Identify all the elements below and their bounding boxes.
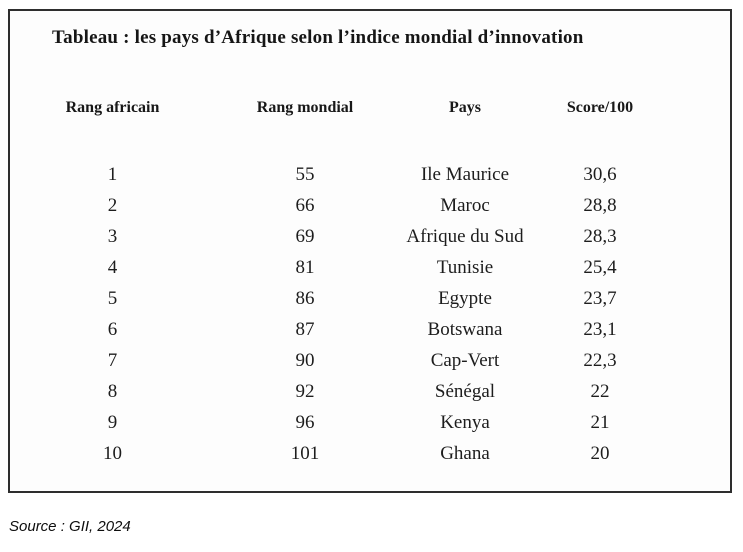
cell-rang-africain: 2 bbox=[107, 195, 118, 216]
cell-rang-mondial: 92 bbox=[295, 381, 315, 402]
cell-score: 23,7 bbox=[583, 288, 617, 309]
cell-score: 22 bbox=[590, 381, 610, 402]
cell-rang-mondial: 90 bbox=[295, 350, 315, 371]
column-header-rang-mondial: Rang mondial bbox=[256, 99, 354, 116]
cell-rang-africain: 4 bbox=[107, 257, 118, 278]
table-header-row: Rang africain Rang mondial Pays Score/10… bbox=[10, 93, 730, 159]
table-row: 3 69 Afrique du Sud 28,3 bbox=[10, 221, 730, 252]
innovation-table-panel: Tableau : les pays d’Afrique selon l’ind… bbox=[8, 9, 732, 493]
cell-score: 30,6 bbox=[583, 164, 617, 185]
cell-score: 21 bbox=[590, 412, 610, 433]
column-header-spacer bbox=[665, 93, 730, 159]
cell-spacer bbox=[665, 314, 730, 345]
cell-pays: Ghana bbox=[440, 443, 490, 464]
cell-pays: Botswana bbox=[427, 319, 503, 340]
table-row: 8 92 Sénégal 22 bbox=[10, 376, 730, 407]
cell-score: 20 bbox=[590, 443, 610, 464]
cell-pays: Egypte bbox=[438, 288, 492, 309]
cell-pays: Tunisie bbox=[436, 257, 494, 278]
cell-rang-africain: 8 bbox=[107, 381, 118, 402]
cell-spacer bbox=[665, 407, 730, 438]
cell-pays: Cap-Vert bbox=[430, 350, 500, 371]
cell-rang-mondial: 96 bbox=[295, 412, 315, 433]
table-body: 1 55 Ile Maurice 30,6 2 66 Maroc 28,8 bbox=[10, 159, 730, 469]
cell-pays: Afrique du Sud bbox=[406, 226, 524, 247]
cell-rang-mondial: 55 bbox=[295, 164, 315, 185]
cell-spacer bbox=[665, 159, 730, 190]
cell-score: 28,8 bbox=[583, 195, 617, 216]
innovation-table: Rang africain Rang mondial Pays Score/10… bbox=[10, 93, 730, 469]
table-row: 10 101 Ghana 20 bbox=[10, 438, 730, 469]
table-row: 2 66 Maroc 28,8 bbox=[10, 190, 730, 221]
cell-rang-mondial: 81 bbox=[295, 257, 315, 278]
cell-pays: Sénégal bbox=[434, 381, 496, 402]
cell-rang-africain: 10 bbox=[103, 443, 122, 464]
cell-spacer bbox=[665, 252, 730, 283]
cell-rang-africain: 9 bbox=[107, 412, 118, 433]
table-row: 6 87 Botswana 23,1 bbox=[10, 314, 730, 345]
cell-rang-mondial: 101 bbox=[290, 443, 320, 464]
cell-score: 25,4 bbox=[583, 257, 617, 278]
cell-rang-africain: 5 bbox=[107, 288, 118, 309]
table-row: 7 90 Cap-Vert 22,3 bbox=[10, 345, 730, 376]
cell-spacer bbox=[665, 221, 730, 252]
table-row: 4 81 Tunisie 25,4 bbox=[10, 252, 730, 283]
cell-score: 23,1 bbox=[583, 319, 617, 340]
cell-spacer bbox=[665, 376, 730, 407]
cell-rang-mondial: 86 bbox=[295, 288, 315, 309]
table-row: 1 55 Ile Maurice 30,6 bbox=[10, 159, 730, 190]
cell-spacer bbox=[665, 438, 730, 469]
column-header-rang-africain: Rang africain bbox=[65, 99, 160, 116]
cell-rang-mondial: 87 bbox=[295, 319, 315, 340]
cell-spacer bbox=[665, 345, 730, 376]
cell-rang-africain: 7 bbox=[107, 350, 118, 371]
cell-rang-africain: 3 bbox=[107, 226, 118, 247]
cell-score: 22,3 bbox=[583, 350, 617, 371]
cell-rang-mondial: 66 bbox=[295, 195, 315, 216]
column-header-pays: Pays bbox=[449, 99, 481, 116]
cell-rang-africain: 6 bbox=[107, 319, 118, 340]
cell-pays: Kenya bbox=[440, 412, 490, 433]
cell-pays: Maroc bbox=[440, 195, 490, 216]
column-header-score: Score/100 bbox=[566, 99, 634, 116]
source-note: Source : GII, 2024 bbox=[9, 518, 131, 535]
cell-spacer bbox=[665, 190, 730, 221]
table-title: Tableau : les pays d’Afrique selon l’ind… bbox=[52, 27, 584, 48]
cell-pays: Ile Maurice bbox=[420, 164, 510, 185]
table-row: 5 86 Egypte 23,7 bbox=[10, 283, 730, 314]
cell-rang-mondial: 69 bbox=[295, 226, 315, 247]
cell-spacer bbox=[665, 283, 730, 314]
cell-score: 28,3 bbox=[583, 226, 617, 247]
cell-rang-africain: 1 bbox=[107, 164, 118, 185]
table-row: 9 96 Kenya 21 bbox=[10, 407, 730, 438]
